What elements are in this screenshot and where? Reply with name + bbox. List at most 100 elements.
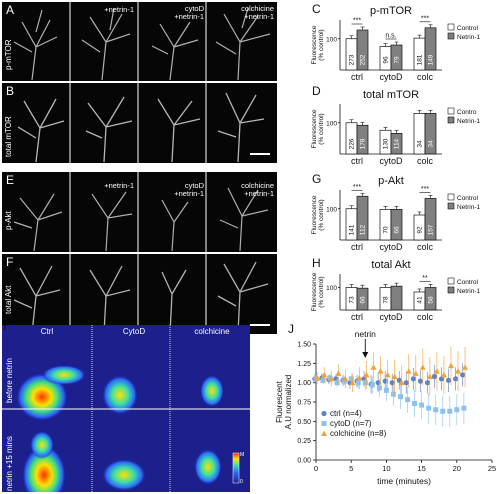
y-axis-label: Fluorescent <box>275 380 284 423</box>
x-tick-label: 25 <box>488 464 496 473</box>
legend-swatch <box>447 23 455 31</box>
data-point <box>417 378 423 384</box>
bar-n-label: 226 <box>349 138 356 149</box>
legend-label: Control <box>457 195 479 202</box>
y-axis-label: Fluorescence <box>311 195 318 234</box>
legend-marker <box>321 421 327 426</box>
bar-n-label: 73 <box>349 296 356 304</box>
data-point <box>412 401 418 407</box>
data-point <box>460 372 466 378</box>
data-point <box>342 375 349 382</box>
legend-label: ctrl (n=4) <box>330 409 362 418</box>
panel-label-g: G <box>312 172 322 186</box>
panel-e-micrographs: E +netrin-1 cytoD +netrin-1 colchicine +… <box>2 172 277 252</box>
x-tick-label: cytoD <box>379 156 403 166</box>
panel-label-e: E <box>6 173 15 187</box>
bar <box>390 285 403 311</box>
bar-n-label: 112 <box>360 224 367 235</box>
x-axis-label: time (minutes) <box>377 476 431 486</box>
y-tick-label: 1.50 <box>297 342 311 349</box>
y-axis-label: (% control) <box>318 29 325 60</box>
bar <box>390 209 403 241</box>
data-point <box>454 407 460 413</box>
data-point <box>403 380 409 386</box>
data-point <box>461 405 467 411</box>
data-point <box>377 368 384 374</box>
bar-n-label: 70 <box>383 226 390 234</box>
data-point <box>419 364 426 370</box>
legend-swatch <box>447 277 455 285</box>
data-point <box>363 371 370 378</box>
legend-label: Netrin-1 <box>457 204 481 211</box>
data-point <box>405 368 412 374</box>
legend-label: cytoD (n=7) <box>330 419 372 428</box>
data-point <box>362 380 368 386</box>
legend-marker <box>321 430 327 436</box>
data-point <box>383 387 389 393</box>
data-point <box>321 371 328 378</box>
data-point <box>390 391 396 397</box>
significance-label: *** <box>421 15 429 22</box>
data-point <box>419 402 425 408</box>
data-point <box>426 405 432 411</box>
bar-n-label: 78 <box>383 296 390 304</box>
chart-title: total Akt <box>371 259 410 271</box>
data-point <box>397 394 403 400</box>
legend-label: Netrin-1 <box>457 118 481 125</box>
data-point <box>328 375 335 382</box>
data-point <box>376 385 382 391</box>
y-tick-label: 0.00 <box>297 458 311 465</box>
x-tick-label: colc <box>417 72 434 82</box>
row-label-total-akt: total Akt <box>4 285 13 314</box>
x-tick-label: ctrl <box>351 242 363 252</box>
bar-n-label: 79 <box>394 56 401 64</box>
legend-swatch <box>447 202 455 210</box>
bar-n-label: 181 <box>417 54 424 65</box>
bar-n-label: 66 <box>360 296 367 304</box>
chart-title: total mTOR <box>363 89 419 101</box>
bar-n-label: 92 <box>417 226 424 234</box>
data-point <box>369 382 375 388</box>
growth-cone-images-a <box>13 2 271 81</box>
data-point <box>431 373 438 380</box>
bar-n-label: 149 <box>428 54 435 65</box>
data-point <box>412 370 419 376</box>
panel-label-j: J <box>288 322 294 336</box>
y-tick-label: 100 <box>326 120 337 127</box>
panel-label-b: B <box>6 84 15 98</box>
panel-label-d: D <box>312 84 321 98</box>
y-tick-label: 100 <box>326 285 337 292</box>
col-label-i-ctrl: Ctrl <box>40 327 54 336</box>
bar-n-label: 66 <box>394 226 401 234</box>
x-tick-label: 15 <box>417 464 425 473</box>
data-point <box>396 377 402 383</box>
row-label-before-netrin: before netrin <box>5 358 14 403</box>
col-label-cytod-e: cytoD +netrin-1 <box>174 181 204 198</box>
legend-label: Control <box>457 25 479 32</box>
row-label-p-akt: p-Akt <box>4 211 13 230</box>
data-point <box>426 373 433 379</box>
x-tick-label: 10 <box>382 464 390 473</box>
chart-total-mtor: total mTOR Fluorescence (% control) 100 ctrl… <box>311 89 481 166</box>
data-point <box>384 371 391 378</box>
x-tick-label: ctrl <box>351 72 363 82</box>
bar <box>379 209 392 241</box>
data-point <box>320 377 326 383</box>
chart-time-course: 0 5 10 15 20 25 0.00 0.25 0.50 0.75 1.00 1.25 1.50 ti… <box>275 329 496 486</box>
data-point <box>398 379 405 386</box>
legend-label: Netrin-1 <box>457 34 481 41</box>
bar-n-label: 273 <box>349 54 356 65</box>
panel-label-i: I <box>3 325 7 333</box>
x-tick-label: cytoD <box>379 312 403 322</box>
legend-label: colchicine (n=8) <box>330 429 387 438</box>
panel-label-h: H <box>312 256 321 270</box>
data-point <box>349 379 356 386</box>
x-tick-label: 5 <box>349 464 353 473</box>
legend-label: Netrin-1 <box>457 288 481 295</box>
netrin-annotation: netrin <box>355 329 377 339</box>
data-point <box>410 376 416 382</box>
data-point <box>348 376 354 382</box>
panel-f-micrographs: F total Akt <box>2 254 277 334</box>
y-axis-label: (% control) <box>318 276 325 307</box>
netrin-arrowhead <box>362 352 369 358</box>
